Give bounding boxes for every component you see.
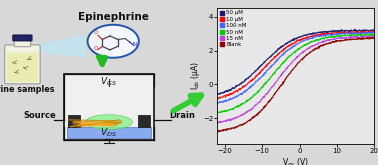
Blank xyxy=(329,41,333,43)
50 μM xyxy=(266,57,271,59)
15 nM xyxy=(266,91,271,93)
15 nM xyxy=(277,77,282,79)
10 μM xyxy=(330,32,334,34)
FancyArrowPatch shape xyxy=(98,56,105,64)
10 μM xyxy=(277,51,282,53)
FancyBboxPatch shape xyxy=(14,40,31,47)
Text: $V_{DS}$: $V_{DS}$ xyxy=(101,127,117,139)
50 μM xyxy=(314,32,319,34)
Blank xyxy=(330,41,334,43)
Line: 10 μM: 10 μM xyxy=(217,31,374,99)
100 nM xyxy=(314,34,319,36)
50 μM xyxy=(277,47,282,49)
100 nM xyxy=(372,32,376,34)
Blank xyxy=(266,100,271,102)
Text: O: O xyxy=(94,47,98,51)
Blank xyxy=(314,48,319,50)
Line: 50 nM: 50 nM xyxy=(217,34,374,113)
100 nM xyxy=(266,68,271,70)
FancyBboxPatch shape xyxy=(67,127,150,138)
100 nM xyxy=(215,102,220,104)
15 nM xyxy=(215,122,220,124)
10 μM xyxy=(368,30,373,32)
10 μM xyxy=(234,90,239,92)
100 nM xyxy=(215,102,220,104)
Polygon shape xyxy=(40,35,85,58)
Line: 100 nM: 100 nM xyxy=(217,32,374,103)
Text: Epinephrine: Epinephrine xyxy=(78,12,149,22)
50 μM xyxy=(353,28,357,30)
10 μM xyxy=(329,33,333,34)
15 nM xyxy=(329,39,334,41)
Text: O: O xyxy=(94,31,98,35)
Line: 15 nM: 15 nM xyxy=(217,36,374,123)
50 μM xyxy=(372,29,376,31)
10 μM xyxy=(216,98,221,100)
FancyBboxPatch shape xyxy=(64,74,154,140)
50 μM xyxy=(215,92,220,94)
FancyBboxPatch shape xyxy=(68,115,80,127)
15 nM xyxy=(362,35,367,37)
10 μM xyxy=(372,32,376,33)
Line: 50 μM: 50 μM xyxy=(217,29,374,94)
Text: Drain: Drain xyxy=(170,111,195,120)
50 μM xyxy=(329,30,333,32)
50 μM xyxy=(215,93,220,95)
Blank xyxy=(372,37,376,39)
100 nM xyxy=(330,34,334,36)
15 nM xyxy=(234,116,239,118)
FancyBboxPatch shape xyxy=(7,53,38,82)
50 nM xyxy=(215,111,220,113)
15 nM xyxy=(372,35,376,37)
50 nM xyxy=(266,78,271,80)
Blank xyxy=(277,86,282,88)
50 nM xyxy=(330,36,334,38)
100 nM xyxy=(369,31,373,33)
Legend: 50 μM, 10 μM, 100 nM, 50 nM, 15 nM, Blank: 50 μM, 10 μM, 100 nM, 50 nM, 15 nM, Blan… xyxy=(219,10,247,48)
50 nM xyxy=(329,35,333,37)
FancyBboxPatch shape xyxy=(5,45,40,84)
Blank xyxy=(215,130,220,132)
50 nM xyxy=(234,105,239,107)
50 nM xyxy=(277,66,282,68)
Text: Source: Source xyxy=(23,111,56,120)
Text: $V_{GS}$: $V_{GS}$ xyxy=(101,75,117,88)
FancyBboxPatch shape xyxy=(13,35,32,41)
100 nM xyxy=(234,95,239,97)
15 nM xyxy=(328,39,333,41)
50 μM xyxy=(330,30,334,32)
100 nM xyxy=(329,34,333,36)
50 nM xyxy=(216,112,221,114)
Text: Urine samples: Urine samples xyxy=(0,85,55,94)
Ellipse shape xyxy=(85,115,132,130)
10 μM xyxy=(215,97,220,99)
Blank xyxy=(234,126,239,128)
FancyBboxPatch shape xyxy=(138,115,150,127)
Text: N: N xyxy=(132,42,136,47)
10 μM xyxy=(314,33,319,35)
50 nM xyxy=(314,40,319,42)
Ellipse shape xyxy=(88,25,139,58)
Line: Blank: Blank xyxy=(217,37,374,132)
50 nM xyxy=(369,33,374,35)
15 nM xyxy=(314,44,318,46)
50 μM xyxy=(234,85,239,87)
Y-axis label: I$_{ds}$ (μA): I$_{ds}$ (μA) xyxy=(189,62,201,90)
50 nM xyxy=(372,34,376,36)
FancyArrowPatch shape xyxy=(173,95,201,111)
100 nM xyxy=(277,56,282,58)
Blank xyxy=(368,36,372,38)
X-axis label: V$_{gs}$ (V): V$_{gs}$ (V) xyxy=(282,156,309,165)
Blank xyxy=(216,131,220,133)
10 μM xyxy=(266,63,271,65)
